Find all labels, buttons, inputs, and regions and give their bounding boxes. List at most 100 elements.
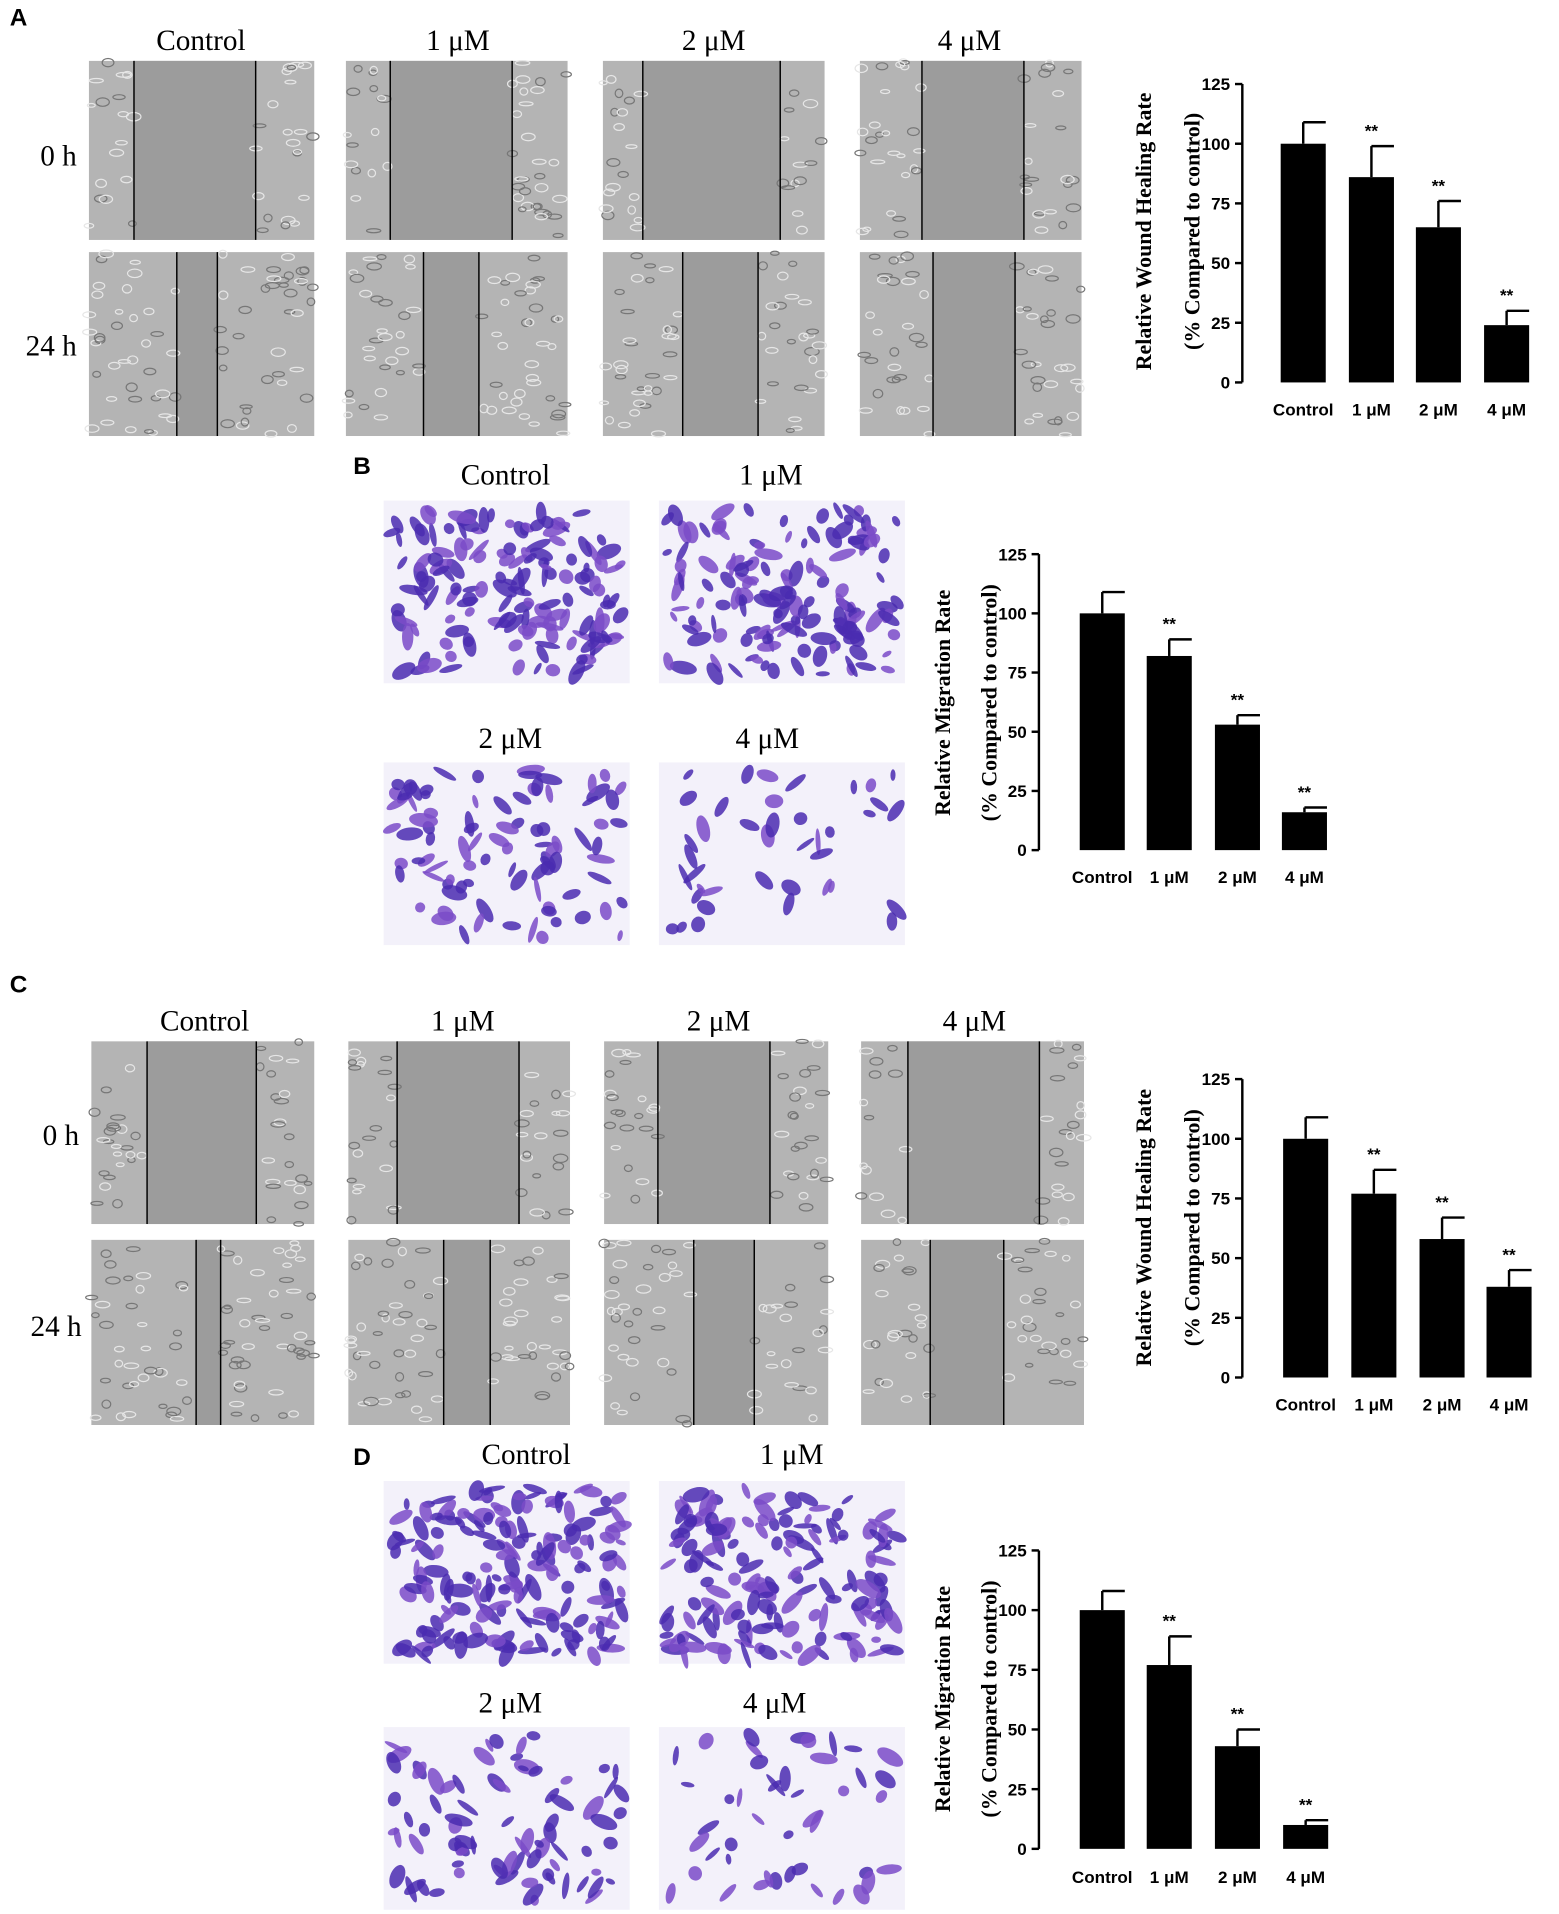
- cell: [218, 249, 228, 259]
- cell: [777, 1073, 789, 1080]
- cell: [795, 1038, 809, 1044]
- cell: [860, 1165, 872, 1175]
- cell: [781, 1591, 803, 1614]
- cell: [479, 403, 489, 414]
- cell: [784, 1283, 796, 1292]
- cell: [617, 1353, 630, 1361]
- cell: [801, 538, 808, 549]
- cell: [749, 1405, 764, 1415]
- cell: [1044, 1250, 1057, 1258]
- cell: [793, 384, 809, 392]
- cell: [525, 373, 540, 382]
- micrograph: [658, 500, 905, 685]
- cell: [103, 1126, 117, 1136]
- cell: [878, 548, 890, 564]
- cell: [427, 552, 444, 567]
- image-label: 4 μM: [736, 723, 800, 755]
- cell: [846, 1637, 866, 1659]
- cell: [901, 1268, 914, 1274]
- cell: [788, 260, 798, 268]
- cell: [524, 1491, 542, 1500]
- cell: [445, 874, 455, 885]
- cell: [1032, 382, 1043, 393]
- cell: [865, 778, 877, 793]
- bar: [1079, 613, 1125, 851]
- cell: [562, 592, 574, 607]
- cell: [589, 1506, 614, 1517]
- cell: [101, 57, 115, 68]
- cell: [114, 139, 128, 146]
- cell: [765, 1363, 779, 1369]
- cell: [791, 1862, 809, 1876]
- cell: [94, 1300, 111, 1309]
- cell: [779, 1765, 791, 1792]
- cell: [652, 1306, 666, 1315]
- cell: [658, 1272, 671, 1282]
- cell: [446, 1583, 474, 1598]
- cell: [608, 1344, 619, 1352]
- cell: [369, 85, 379, 93]
- cell: [513, 1309, 529, 1318]
- cell: [670, 611, 678, 622]
- cell: [599, 1550, 618, 1562]
- cell: [563, 1523, 578, 1537]
- cell: [412, 363, 427, 369]
- cell: [643, 385, 653, 392]
- cell: [513, 1587, 523, 1604]
- cell: [518, 770, 543, 779]
- cell: [359, 289, 373, 298]
- cell: [877, 273, 893, 279]
- cell: [513, 1278, 529, 1286]
- cell: [475, 1578, 482, 1591]
- cell: [534, 640, 561, 649]
- cell: [472, 794, 479, 809]
- cell: [886, 1332, 900, 1342]
- y-tick-label: 0: [1221, 1369, 1230, 1388]
- cell: [242, 407, 252, 415]
- cell: [343, 411, 353, 419]
- cell: [120, 175, 133, 184]
- cell: [113, 1345, 125, 1353]
- cell: [439, 637, 453, 650]
- cell: [390, 515, 404, 534]
- cell: [308, 1352, 320, 1359]
- cell: [642, 1263, 654, 1271]
- cell: [1062, 1192, 1075, 1202]
- cell: [383, 822, 401, 834]
- cell: [278, 282, 289, 288]
- cell: [423, 1564, 449, 1578]
- cell: [533, 876, 542, 902]
- cell: [645, 277, 655, 284]
- cell: [778, 1514, 793, 1528]
- cell: [358, 403, 370, 411]
- cell: [790, 179, 800, 188]
- cell: [898, 1145, 913, 1153]
- cell: [344, 389, 354, 398]
- cell: [419, 1502, 433, 1523]
- cell: [467, 832, 483, 852]
- cell: [422, 871, 445, 882]
- cell: [768, 586, 793, 601]
- cell: [484, 1634, 506, 1648]
- cell: [415, 902, 426, 913]
- cell: [769, 250, 780, 256]
- cell: [862, 1339, 877, 1350]
- cell: [598, 1636, 611, 1651]
- cell: [91, 1312, 100, 1319]
- cell: [397, 1246, 407, 1257]
- cell: [92, 370, 102, 378]
- cell: [751, 1813, 765, 1825]
- cell: [504, 1554, 520, 1578]
- cell: [396, 827, 424, 841]
- cell: [900, 251, 915, 262]
- significance: **: [1231, 1705, 1245, 1724]
- cell: [344, 1335, 358, 1343]
- cell: [599, 1192, 611, 1199]
- cell: [601, 1597, 626, 1609]
- cell: [423, 585, 439, 611]
- cell: [603, 1289, 620, 1300]
- cell: [609, 1276, 620, 1285]
- cell: [760, 660, 770, 671]
- cell: [377, 95, 387, 102]
- cell: [363, 1396, 379, 1407]
